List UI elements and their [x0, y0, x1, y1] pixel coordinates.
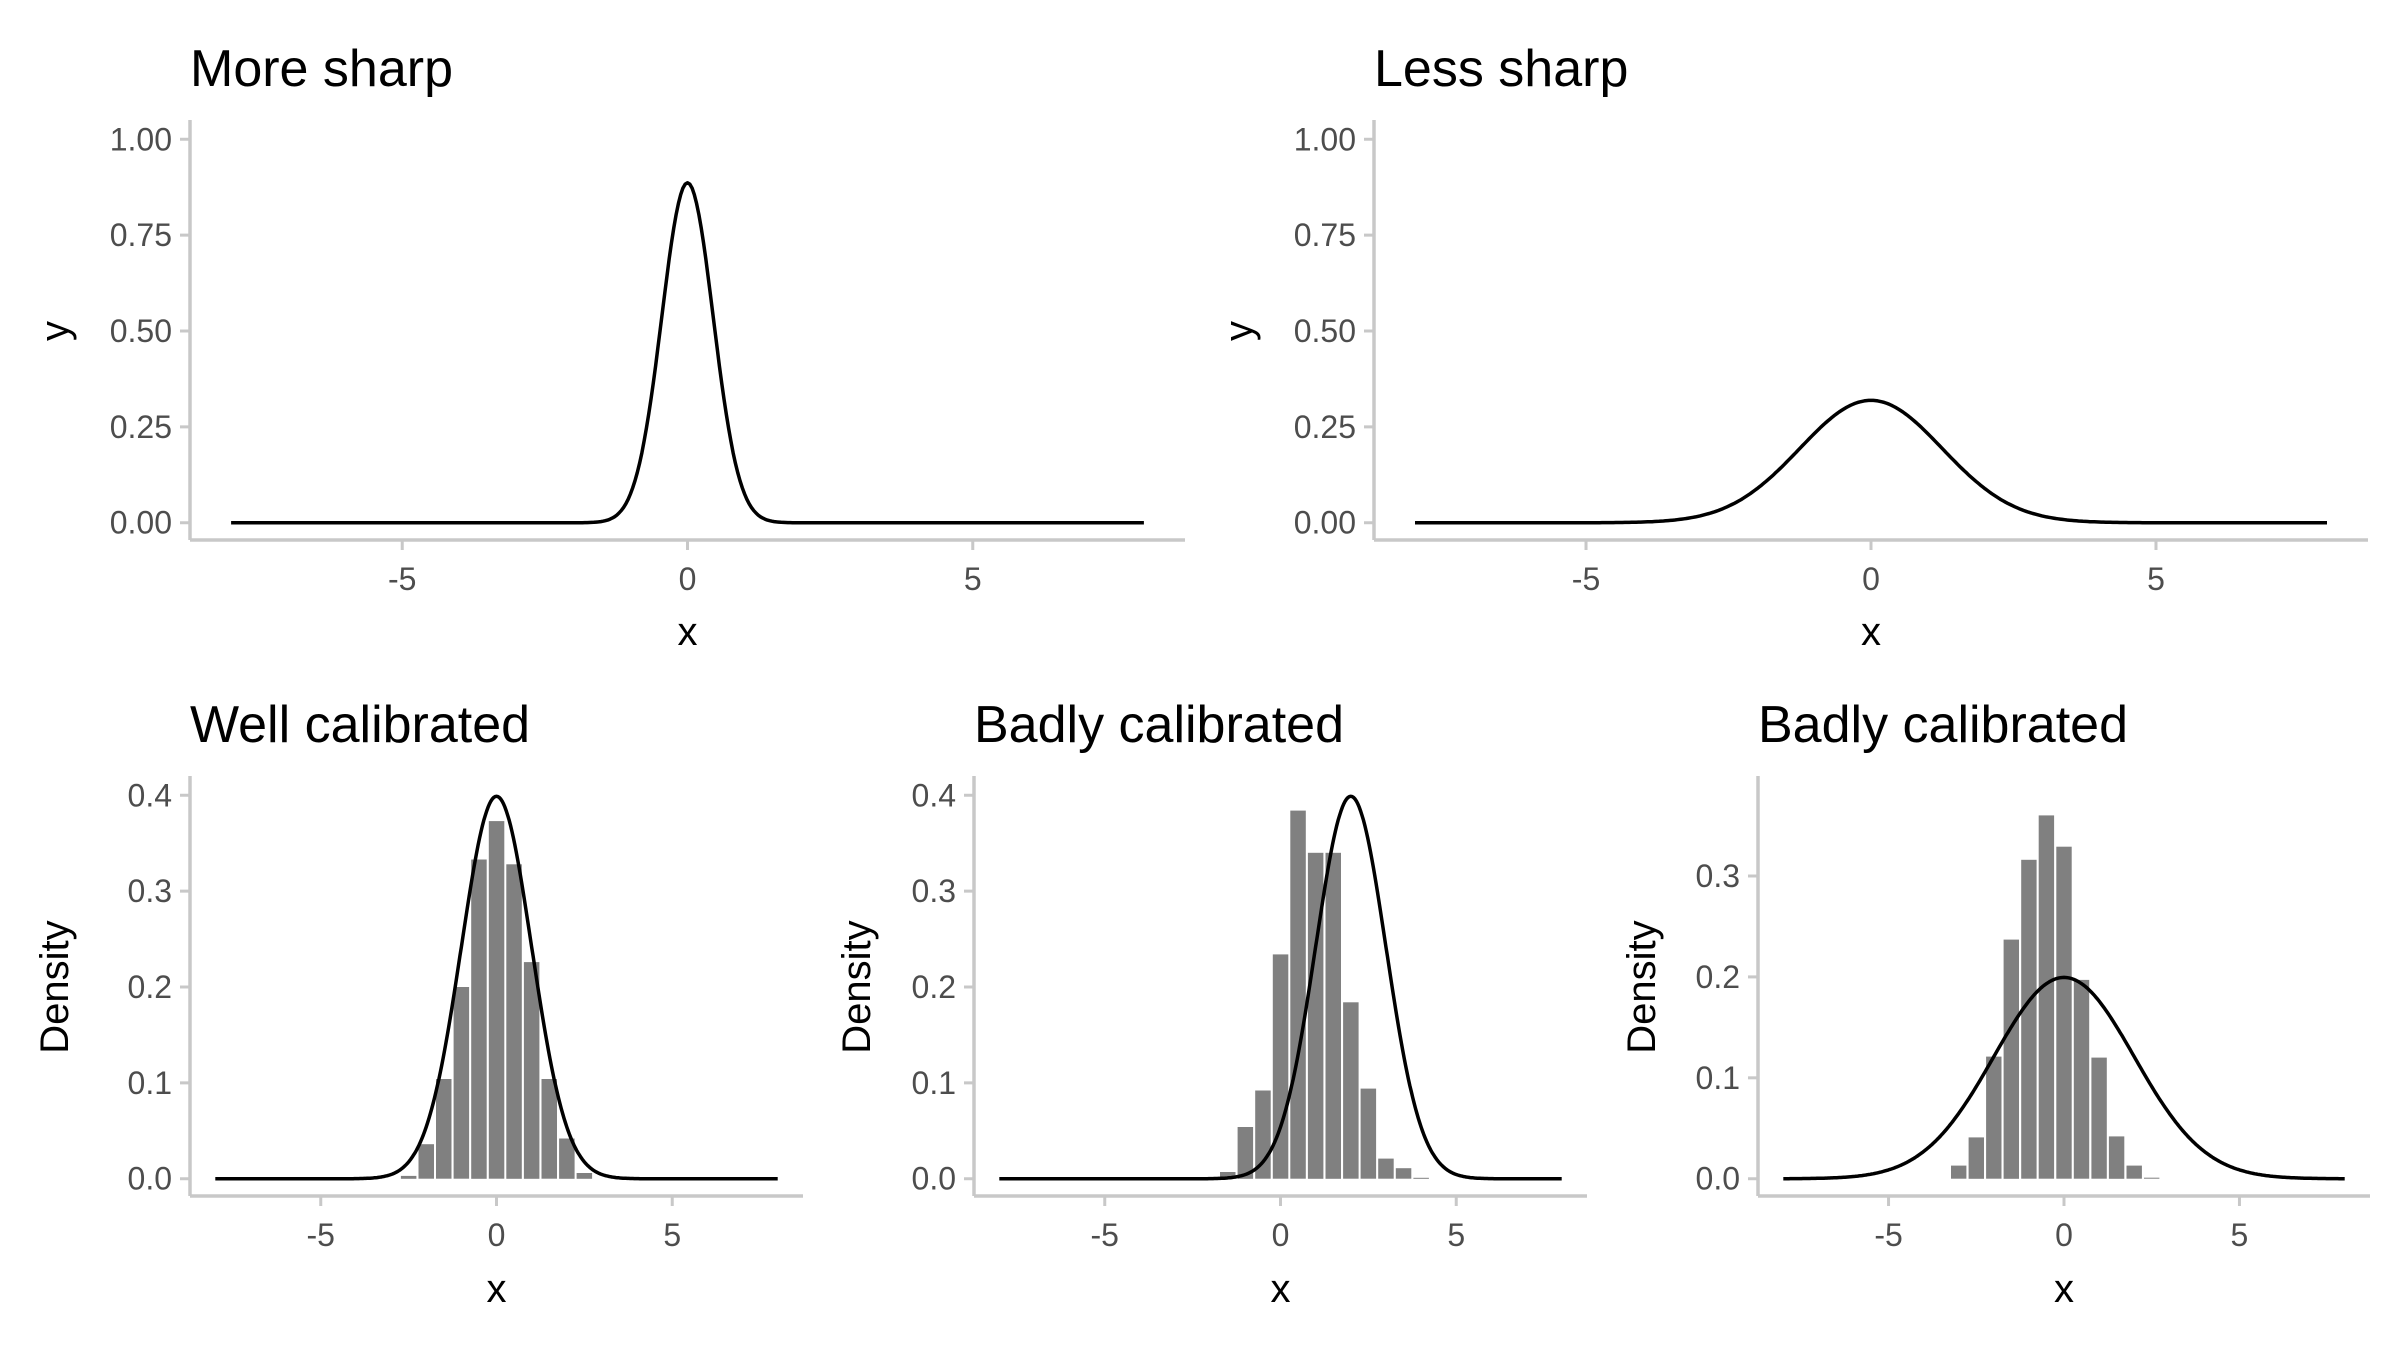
density-curve — [214, 794, 779, 1181]
histogram-bar — [471, 859, 487, 1179]
histogram-bar — [2003, 939, 2019, 1179]
y-tick-label: 0.00 — [1294, 505, 1356, 541]
histogram-bar — [1237, 1127, 1254, 1179]
y-tick-label: 0.50 — [110, 313, 172, 349]
x-tick-label: -5 — [388, 561, 416, 597]
histogram-bar — [523, 962, 540, 1179]
histogram-bar — [488, 821, 505, 1179]
histogram-bar — [453, 987, 470, 1179]
x-tick-label: -5 — [1874, 1217, 1902, 1253]
x-tick-label: 0 — [1862, 561, 1880, 597]
x-tick-label: 5 — [2147, 561, 2165, 597]
chart-panel-5: Badly calibrated -5 0 5 0.0 0.1 0.2 0.3 x Density — [1620, 696, 2370, 1311]
y-tick-label: 0.2 — [128, 969, 172, 1005]
x-tick-label: -5 — [307, 1217, 335, 1253]
y-tick-label: 0.25 — [1294, 409, 1356, 445]
histogram-bar — [1290, 810, 1306, 1179]
x-tick-label: 0 — [2055, 1217, 2073, 1253]
histogram-bar — [2144, 1177, 2160, 1179]
chart-panel-3: Well calibrated -5 0 5 0.0 0.1 0.2 0.3 0.4 x Densi… — [33, 696, 803, 1311]
y-tick-label: 0.4 — [912, 777, 956, 813]
histogram-bar — [2108, 1136, 2125, 1179]
panel-title: Badly calibrated — [1758, 696, 2128, 754]
histogram-bar — [2038, 815, 2055, 1179]
histogram-bar — [1378, 1158, 1394, 1179]
y-tick-label: 0.0 — [128, 1161, 172, 1197]
y-tick-label: 0.2 — [912, 969, 956, 1005]
y-axis-title: y — [33, 321, 77, 341]
y-tick-label: 0.1 — [912, 1065, 956, 1101]
x-axis-title: x — [487, 1267, 507, 1311]
density-curve — [1415, 398, 2327, 525]
histogram-bar — [1968, 1137, 1984, 1179]
density-curve — [1782, 975, 2346, 1181]
x-axis-title: x — [1271, 1267, 1291, 1311]
panel-title: More sharp — [190, 40, 453, 98]
histogram-bar — [2126, 1165, 2142, 1179]
histogram-bar — [2091, 1057, 2107, 1179]
panel-title: Badly calibrated — [974, 696, 1344, 754]
histogram-bar — [559, 1138, 575, 1179]
histogram-bar — [1220, 1172, 1236, 1179]
histogram-bar — [1413, 1177, 1429, 1179]
x-tick-label: 5 — [1447, 1217, 1465, 1253]
histogram-bar — [576, 1173, 593, 1179]
y-tick-label: 0.0 — [1696, 1161, 1740, 1197]
y-tick-label: 0.75 — [110, 217, 172, 253]
y-axis-title: Density — [835, 920, 879, 1053]
histogram-bar — [541, 1079, 557, 1179]
histogram-bar — [1325, 852, 1341, 1179]
x-axis-title: x — [1861, 610, 1881, 654]
x-tick-label: 0 — [1272, 1217, 1290, 1253]
y-tick-label: 0.3 — [128, 873, 172, 909]
histogram-bar — [1951, 1165, 1967, 1179]
x-tick-label: 0 — [679, 561, 697, 597]
y-axis-title: Density — [1620, 920, 1664, 1053]
histogram-bar — [1343, 1002, 1359, 1179]
x-tick-label: -5 — [1572, 561, 1600, 597]
x-axis-title: x — [2054, 1267, 2074, 1311]
panel-title: Less sharp — [1374, 40, 1628, 98]
y-tick-label: 1.00 — [1294, 121, 1356, 157]
y-tick-label: 0.2 — [1696, 959, 1740, 995]
histogram-bar — [1395, 1168, 1412, 1179]
chart-panel-4: Badly calibrated -5 0 5 0.0 0.1 0.2 0.3 0.4 x Dens… — [835, 696, 1587, 1311]
chart-panel-2: Less sharp -5 0 5 0.00 0.25 0.50 0.75 1.00 x y — [1217, 40, 2368, 654]
x-tick-label: 0 — [488, 1217, 506, 1253]
x-tick-label: 5 — [2231, 1217, 2249, 1253]
density-curve — [231, 181, 1144, 525]
x-axis-title: x — [678, 610, 698, 654]
histogram-bar — [2073, 979, 2090, 1179]
y-axis-title: y — [1217, 321, 1261, 341]
y-tick-label: 0.0 — [912, 1161, 956, 1197]
histogram-bar — [1272, 954, 1289, 1179]
histogram-bar — [2056, 846, 2072, 1179]
histogram-bar — [1986, 1056, 2002, 1179]
y-tick-label: 0.75 — [1294, 217, 1356, 253]
histogram-bar — [2021, 859, 2037, 1179]
chart-panel-1: More sharp -5 0 5 0.00 0.25 0.50 0.75 1.00 x y — [33, 40, 1185, 654]
x-tick-label: -5 — [1091, 1217, 1119, 1253]
x-tick-label: 5 — [964, 561, 982, 597]
histogram-bar — [418, 1144, 434, 1179]
y-tick-label: 0.25 — [110, 409, 172, 445]
y-tick-label: 0.3 — [912, 873, 956, 909]
histogram-bar — [506, 864, 522, 1179]
histogram-bar — [1360, 1088, 1377, 1179]
histogram-bar — [400, 1175, 417, 1179]
y-tick-label: 0.50 — [1294, 313, 1356, 349]
panel-title: Well calibrated — [190, 696, 530, 754]
y-tick-label: 1.00 — [110, 121, 172, 157]
y-tick-label: 0.00 — [110, 505, 172, 541]
histogram-bar — [1307, 852, 1324, 1179]
y-tick-label: 0.4 — [128, 777, 172, 813]
histogram-bar — [436, 1079, 452, 1179]
y-tick-label: 0.3 — [1696, 858, 1740, 894]
x-tick-label: 5 — [663, 1217, 681, 1253]
density-curve — [998, 794, 1563, 1181]
y-axis-title: Density — [33, 920, 77, 1053]
y-tick-label: 0.1 — [128, 1065, 172, 1101]
y-tick-label: 0.1 — [1696, 1060, 1740, 1096]
